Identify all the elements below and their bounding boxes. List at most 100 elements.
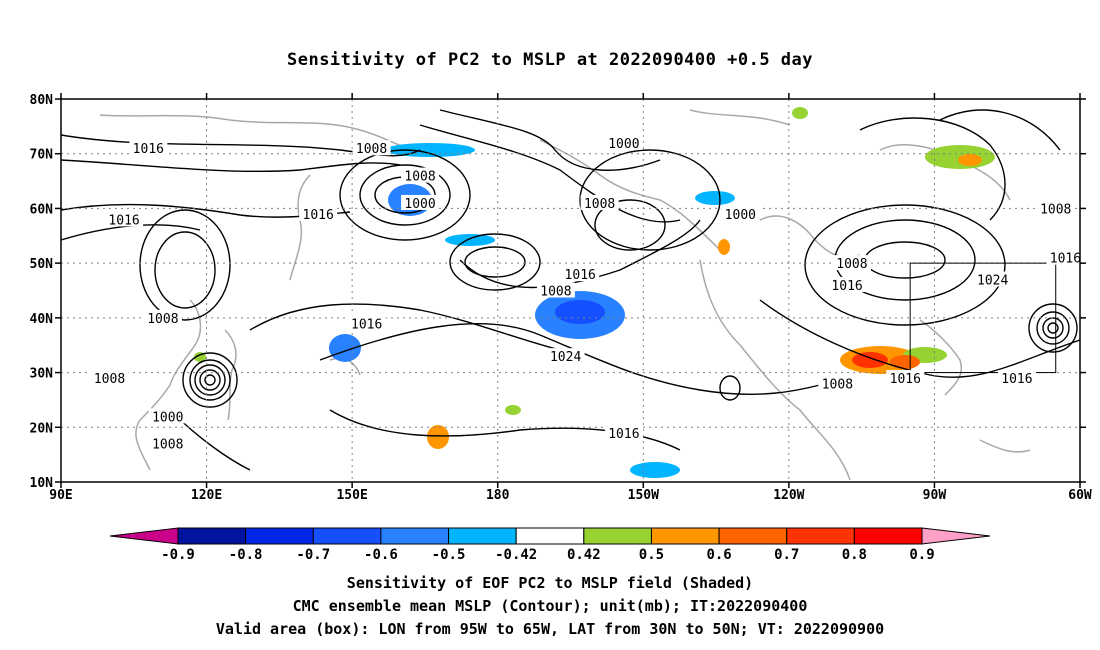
contour-label-bg bbox=[347, 315, 386, 331]
legend-label: -0.5 bbox=[432, 547, 466, 563]
contour-label: 1016 bbox=[831, 279, 862, 294]
map-frame bbox=[60, 98, 1081, 483]
contour-label-bg bbox=[604, 134, 643, 150]
contour-label: 1016 bbox=[133, 142, 164, 157]
contour-label-bg bbox=[1046, 249, 1085, 265]
lat-tick-label: 80N bbox=[30, 93, 54, 108]
legend-label: 0.6 bbox=[706, 547, 731, 563]
contour-label-bg bbox=[105, 211, 144, 227]
contour-label: 1008 bbox=[1040, 202, 1071, 217]
contour-label: 1008 bbox=[94, 372, 125, 387]
contour-label: 1008 bbox=[540, 285, 571, 300]
legend-label: 0.7 bbox=[774, 547, 799, 563]
legend-arrow-high bbox=[921, 527, 991, 545]
legend-label: -0.8 bbox=[229, 547, 263, 563]
contour-label-bg bbox=[536, 282, 575, 298]
legend-swatch bbox=[380, 527, 450, 545]
lat-tick-label: 60N bbox=[30, 202, 54, 217]
page-title: Sensitivity of PC2 to MSLP at 2022090400… bbox=[286, 50, 813, 70]
legend-arrow-low bbox=[109, 527, 179, 545]
contour-label: 1016 bbox=[890, 372, 921, 387]
legend-label: 0.8 bbox=[842, 547, 867, 563]
contour-label-bg bbox=[721, 205, 760, 221]
lat-tick-label: 10N bbox=[30, 476, 54, 491]
legend-label: -0.7 bbox=[296, 547, 330, 563]
contour-label-bg bbox=[561, 266, 600, 282]
legend-label: -0.9 bbox=[161, 547, 195, 563]
contour-label-bg bbox=[546, 348, 585, 364]
contour-label-bg bbox=[143, 309, 182, 325]
contour-label: 1016 bbox=[1001, 372, 1032, 387]
caption-line-2: CMC ensemble mean MSLP (Contour); unit(m… bbox=[292, 597, 808, 615]
contour-label-bg bbox=[828, 277, 867, 293]
lon-tick-label: 90E bbox=[49, 488, 72, 503]
contour-label-bg bbox=[973, 271, 1012, 287]
contour-labels: 1016 1008 1000 1008 1000 1016 1016 1008 1000 1008… bbox=[90, 134, 1085, 453]
contour-label: 1008 bbox=[822, 378, 853, 393]
lon-tick-label: 120W bbox=[773, 488, 804, 503]
contour-label: 1016 bbox=[303, 208, 334, 223]
lat-tick-label: 20N bbox=[30, 421, 54, 436]
lon-tick-label: 180 bbox=[486, 488, 510, 503]
caption-line-3: Valid area (box): LON from 95W to 65W, L… bbox=[215, 620, 885, 638]
lon-tick-label: 90W bbox=[923, 488, 947, 503]
caption-line-1: Sensitivity of EOF PC2 to MSLP field (Sh… bbox=[346, 574, 754, 592]
contour-label: 1024 bbox=[550, 350, 581, 365]
legend-label: 0.5 bbox=[639, 547, 664, 563]
legend-swatch bbox=[853, 527, 923, 545]
contour-label-bg bbox=[129, 140, 168, 156]
contour-label: 1008 bbox=[147, 312, 178, 327]
contour-label-bg bbox=[90, 370, 129, 386]
contour-label-bg bbox=[148, 408, 187, 424]
contour-label: 1008 bbox=[836, 257, 867, 272]
contour-label-bg bbox=[401, 167, 440, 183]
contour-label-bg bbox=[1036, 200, 1075, 216]
graticule bbox=[61, 99, 1080, 482]
color-legend: -0.9 -0.8 -0.7 -0.6 -0.5 -0.42 0.42 0.5 0.6 0.7 0.… bbox=[109, 527, 991, 563]
lon-tick-label: 150W bbox=[628, 488, 659, 503]
contour-label: 1008 bbox=[584, 197, 615, 212]
legend-swatch bbox=[786, 527, 855, 545]
lon-tick-label: 120E bbox=[191, 488, 222, 503]
legend-label: -0.6 bbox=[364, 547, 398, 563]
lat-tick-label: 40N bbox=[30, 312, 54, 327]
contour-label: 1016 bbox=[1050, 252, 1081, 267]
legend-swatch bbox=[583, 527, 652, 545]
contour-label-bg bbox=[401, 194, 440, 210]
contour-label-bg bbox=[580, 194, 619, 210]
lat-tick-label: 70N bbox=[30, 148, 54, 163]
contour-label: 1000 bbox=[608, 137, 639, 152]
valid-area-box bbox=[909, 262, 1057, 374]
contour-label: 1016 bbox=[565, 268, 596, 283]
longitude-axis: 90E 120E 150E 180 150W 120W 90W 60W bbox=[49, 93, 1092, 503]
legend-label: -0.42 bbox=[495, 547, 537, 563]
contour-label: 1016 bbox=[608, 427, 639, 442]
contour-label: 1000 bbox=[404, 197, 435, 212]
contour-label: 1008 bbox=[356, 142, 387, 157]
contour-label-bg bbox=[604, 424, 643, 440]
legend-label: 0.42 bbox=[567, 547, 601, 563]
contour-label: 1000 bbox=[725, 208, 756, 223]
contour-label: 1008 bbox=[152, 438, 183, 453]
contour-label: 1016 bbox=[351, 317, 382, 332]
lat-tick-label: 30N bbox=[30, 367, 54, 382]
contour-label: 1000 bbox=[152, 410, 183, 425]
legend-label: 0.9 bbox=[909, 547, 934, 563]
legend-swatch bbox=[177, 527, 247, 545]
legend-swatch bbox=[515, 527, 585, 545]
contour-label-bg bbox=[886, 370, 925, 386]
contour-label-bg bbox=[832, 255, 871, 271]
legend-swatch bbox=[245, 527, 314, 545]
lon-tick-label: 60W bbox=[1068, 488, 1092, 503]
contour-label-bg bbox=[299, 205, 338, 221]
legend-swatch bbox=[448, 527, 517, 545]
contour-label: 1024 bbox=[977, 274, 1008, 289]
latitude-axis: 80N 70N 60N 50N 40N 30N 20N 10N bbox=[30, 93, 1086, 491]
contour-label-bg bbox=[997, 370, 1036, 386]
legend-swatch bbox=[650, 527, 720, 545]
contour-label: 1016 bbox=[108, 213, 139, 228]
legend-swatch bbox=[718, 527, 788, 545]
lat-tick-label: 50N bbox=[30, 257, 54, 272]
lon-tick-label: 150E bbox=[336, 488, 367, 503]
